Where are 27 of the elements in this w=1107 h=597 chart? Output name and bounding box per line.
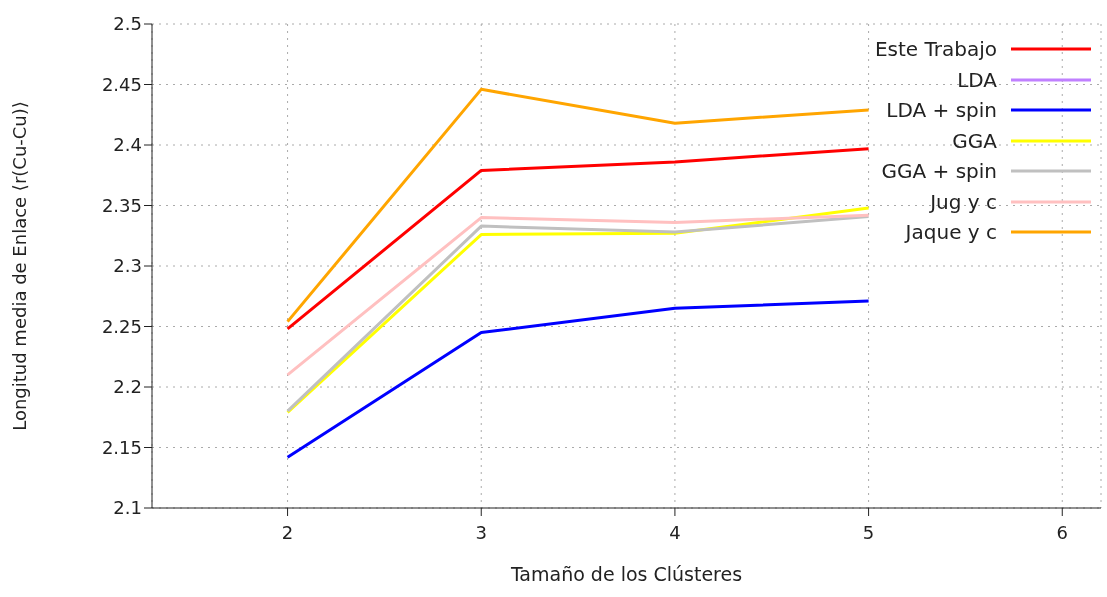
legend-label: LDA xyxy=(957,66,997,94)
y-tick-label: 2.45 xyxy=(101,73,142,95)
y-tick-label: 2.25 xyxy=(101,315,142,337)
y-tick-label: 2.35 xyxy=(101,194,142,216)
x-axis-title: Tamaño de los Clústeres xyxy=(509,563,743,585)
x-tick-label: 6 xyxy=(1056,521,1068,543)
legend-label: LDA + spin xyxy=(886,97,997,124)
legend-label: GGA + spin xyxy=(881,158,997,185)
line-series xyxy=(286,299,871,459)
y-tick-label: 2.1 xyxy=(113,497,142,519)
y-tick-label: 2.5 xyxy=(113,13,142,35)
x-tick-label: 3 xyxy=(475,521,487,543)
x-tick-label: 5 xyxy=(862,521,875,543)
line-series xyxy=(286,87,871,324)
legend-label: Jug y c xyxy=(930,188,997,216)
x-tick-label: 2 xyxy=(281,521,294,543)
legend-label: Jaque y c xyxy=(905,219,997,246)
y-tick-label: 2.3 xyxy=(113,255,142,277)
y-tick-label: 2.15 xyxy=(101,436,142,458)
legend-label: GGA xyxy=(952,127,997,155)
y-axis-title: Longitud media de Enlace ⟨r(Cu-Cu)⟩ xyxy=(9,101,31,431)
x-tick-label: 4 xyxy=(669,521,681,543)
line-series xyxy=(286,213,871,377)
legend-label: Este Trabajo xyxy=(874,36,997,63)
y-tick-label: 2.2 xyxy=(113,376,142,398)
y-tick-label: 2.4 xyxy=(113,134,142,156)
line-series xyxy=(286,147,871,331)
